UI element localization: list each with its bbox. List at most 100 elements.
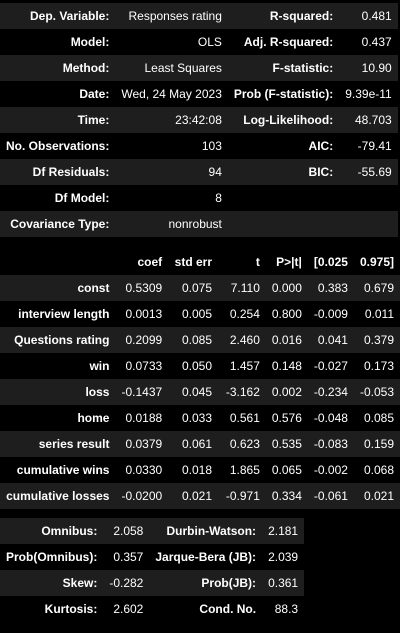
coef-value: 0.068 xyxy=(363,463,394,477)
summary-row: No. Observations: 103 AIC: -79.41 xyxy=(0,133,398,159)
summary-row: Df Model: 8 xyxy=(0,185,398,211)
diagnostics-row: Kurtosis: 2.602 Cond. No. 88.3 xyxy=(0,596,305,622)
summary-label: Method: xyxy=(62,61,110,75)
coef-column-header: 0.975] xyxy=(359,255,394,269)
coef-column-header: [0.025 xyxy=(313,255,348,269)
summary-value: 0.481 xyxy=(361,9,392,23)
coef-value: 0.148 xyxy=(271,359,302,373)
summary-row: Covariance Type: nonrobust xyxy=(0,211,398,237)
summary-label: Model: xyxy=(70,35,110,49)
diagnostics-label: Omnibus: xyxy=(41,524,98,538)
coef-variable-name: cumulative losses xyxy=(6,489,110,503)
coef-value: -0.234 xyxy=(313,385,348,399)
coef-value: 0.576 xyxy=(271,411,302,425)
coefficients-table: coef std err t P>|t| [0.025 0.975] const 0.530… xyxy=(0,249,400,509)
coef-row: const 0.5309 0.075 7.110 0.000 0.383 0.679 xyxy=(0,275,400,301)
coef-value: 0.0733 xyxy=(125,359,163,373)
summary-label: BIC: xyxy=(308,165,334,179)
diagnostics-label: Kurtosis: xyxy=(44,602,98,616)
diagnostics-value: 0.361 xyxy=(268,576,299,590)
coef-value: 0.085 xyxy=(363,411,394,425)
diagnostics-label: Prob(JB): xyxy=(201,576,257,590)
coef-value: 2.460 xyxy=(229,333,260,347)
coef-column-header: t xyxy=(255,255,260,269)
summary-value: 48.703 xyxy=(355,113,392,127)
coef-variable-name: interview length xyxy=(18,307,110,321)
summary-row: Time: 23:42:08 Log-Likelihood: 48.703 xyxy=(0,107,398,133)
summary-value: 103 xyxy=(201,139,222,153)
coef-value: 0.561 xyxy=(229,411,260,425)
model-summary-table: Dep. Variable: Responses rating R-squared:… xyxy=(0,3,398,237)
coef-value: 0.050 xyxy=(182,359,213,373)
coef-variable-name: cumulative wins xyxy=(16,463,110,477)
diagnostics-label: Skew: xyxy=(62,576,98,590)
summary-value: 10.90 xyxy=(361,61,392,75)
coef-variable-name: series result xyxy=(38,437,110,451)
summary-label: R-squared: xyxy=(269,9,334,23)
summary-label: Adj. R-squared: xyxy=(243,35,334,49)
diagnostics-value: 2.602 xyxy=(113,602,144,616)
diagnostics-row: Omnibus: 2.058 Durbin-Watson: 2.181 xyxy=(0,518,305,544)
diagnostics-label: Durbin-Watson: xyxy=(166,524,257,538)
coef-row: loss -0.1437 0.045 -3.162 0.002 -0.234 -0.053 xyxy=(0,379,400,405)
summary-label xyxy=(228,185,339,211)
summary-label: AIC: xyxy=(308,139,334,153)
coef-row: win 0.0733 0.050 1.457 0.148 -0.027 0.173 xyxy=(0,353,400,379)
coef-column-header: P>|t| xyxy=(276,255,302,269)
summary-value xyxy=(339,211,397,237)
coef-row: interview length 0.0013 0.005 0.254 0.800 -0.… xyxy=(0,301,400,327)
summary-value: 0.437 xyxy=(361,35,392,49)
diagnostics-value: 2.058 xyxy=(113,524,144,538)
coef-value: 0.2099 xyxy=(125,333,163,347)
coef-value: -0.009 xyxy=(313,307,348,321)
coef-value: 1.457 xyxy=(229,359,260,373)
summary-value: 94 xyxy=(208,165,222,179)
summary-value: OLS xyxy=(197,35,222,49)
coef-row: Questions rating 0.2099 0.085 2.460 0.016 0.0… xyxy=(0,327,400,353)
diagnostics-table: Omnibus: 2.058 Durbin-Watson: 2.181 Prob(Omn… xyxy=(0,518,305,622)
coef-value: -0.0200 xyxy=(121,489,163,503)
summary-label: Date: xyxy=(79,87,110,101)
summary-label: Df Model: xyxy=(54,191,110,205)
summary-label xyxy=(228,211,339,237)
coef-value: 0.075 xyxy=(182,281,213,295)
summary-value: Wed, 24 May 2023 xyxy=(121,87,222,101)
summary-value: 9.39e-11 xyxy=(345,87,392,101)
coef-row: cumulative losses -0.0200 0.021 -0.971 0.334… xyxy=(0,483,400,509)
summary-label: Log-Likelihood: xyxy=(243,113,334,127)
coef-column-header xyxy=(0,249,115,275)
summary-value: Least Squares xyxy=(144,61,222,75)
coef-value: 7.110 xyxy=(230,281,260,295)
diagnostics-value: -0.282 xyxy=(109,576,144,590)
coef-value: 0.159 xyxy=(363,437,394,451)
coef-value: 0.018 xyxy=(182,463,213,477)
coef-value: 0.0188 xyxy=(125,411,163,425)
coef-value: 0.679 xyxy=(363,281,394,295)
summary-value: 8 xyxy=(215,191,222,205)
coef-variable-name: loss xyxy=(85,385,110,399)
summary-label: No. Observations: xyxy=(6,139,110,153)
coef-value: 0.623 xyxy=(229,437,260,451)
coef-value: 0.021 xyxy=(182,489,213,503)
coef-value: 0.011 xyxy=(364,307,394,321)
summary-value: Responses rating xyxy=(128,9,222,23)
summary-row: Model: OLS Adj. R-squared: 0.437 xyxy=(0,29,398,55)
coef-value: 0.0379 xyxy=(125,437,163,451)
coef-variable-name: Questions rating xyxy=(14,333,110,347)
coef-value: 0.254 xyxy=(229,307,260,321)
coef-value: -3.162 xyxy=(225,385,260,399)
coef-value: 0.045 xyxy=(182,385,213,399)
summary-value xyxy=(339,185,397,211)
summary-label: Dep. Variable: xyxy=(29,9,110,23)
coef-value: 1.865 xyxy=(229,463,260,477)
coef-value: 0.016 xyxy=(271,333,302,347)
coef-row: home 0.0188 0.033 0.561 0.576 -0.048 0.085 xyxy=(0,405,400,431)
coef-value: -0.061 xyxy=(313,489,348,503)
coef-value: 0.065 xyxy=(271,463,302,477)
summary-row: Method: Least Squares F-statistic: 10.90 xyxy=(0,55,398,81)
coef-value: 0.334 xyxy=(271,489,302,503)
diagnostics-label: Jarque-Bera (JB): xyxy=(155,550,257,564)
coef-value: 0.041 xyxy=(317,333,348,347)
coef-header-row: coef std err t P>|t| [0.025 0.975] xyxy=(0,249,400,275)
summary-value: -79.41 xyxy=(357,139,392,153)
